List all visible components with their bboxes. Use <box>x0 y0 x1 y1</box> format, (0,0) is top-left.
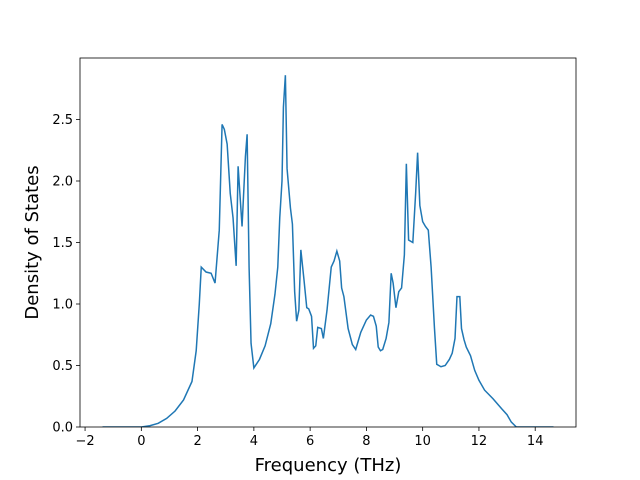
y-tick-label: 0.0 <box>52 421 73 436</box>
x-tick-label: 0 <box>137 434 145 449</box>
x-axis-label: Frequency (THz) <box>255 455 402 476</box>
x-tick-label: 10 <box>414 434 431 449</box>
y-tick-label: 2.5 <box>52 113 73 128</box>
y-tick-label: 1.5 <box>52 236 73 251</box>
x-tick-label: 4 <box>250 434 258 449</box>
x-tick-label: 6 <box>306 434 314 449</box>
x-tick-label: 2 <box>193 434 201 449</box>
y-tick-label: 0.5 <box>52 359 73 374</box>
x-tick-label: 12 <box>471 434 488 449</box>
x-tick-label: 8 <box>362 434 370 449</box>
plot-frame <box>79 57 577 428</box>
y-tick-label: 2.0 <box>52 175 73 190</box>
dos-line <box>102 75 554 427</box>
y-axis-label: Density of States <box>22 165 43 319</box>
x-tick-label: −2 <box>75 434 94 449</box>
y-tick-label: 1.0 <box>52 298 73 313</box>
x-tick-label: 14 <box>527 434 544 449</box>
